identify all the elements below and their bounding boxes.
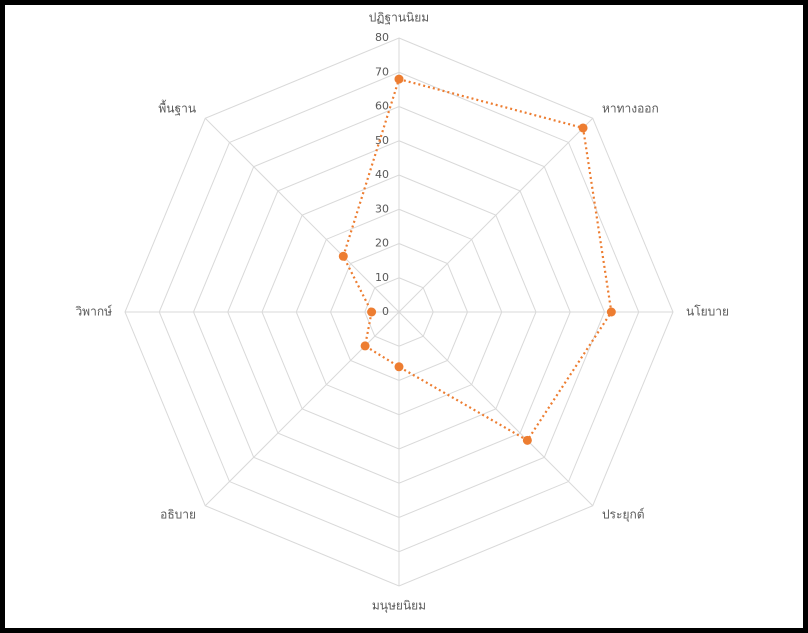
category-label: นโยบาย (686, 305, 729, 319)
r-tick-label: 30 (375, 202, 389, 215)
data-point (338, 251, 348, 261)
axis-spoke (398, 311, 594, 507)
data-point (578, 123, 588, 133)
data-point (360, 341, 370, 351)
r-tick-label: 60 (375, 100, 389, 113)
data-point (394, 74, 404, 84)
r-tick-label: 70 (375, 65, 389, 78)
r-tick-label: 50 (375, 134, 389, 147)
axis-spoke (204, 117, 400, 313)
data-point (606, 307, 616, 317)
data-point (394, 362, 404, 372)
category-label: หาทางออก (602, 102, 659, 116)
category-label: มนุษยนิยม (372, 599, 426, 614)
axis-spoke (204, 311, 400, 507)
category-label: ประยุกต์ (602, 507, 645, 522)
category-label: ปฏิฐานนิยม (369, 11, 429, 25)
category-label: พื้นฐาน (158, 100, 196, 116)
r-tick-label: 40 (375, 168, 389, 181)
data-point (522, 435, 532, 445)
r-tick-label: 10 (375, 271, 389, 284)
r-tick-label: 20 (375, 237, 389, 250)
category-label: อธิบาย (160, 507, 196, 521)
data-point (367, 307, 377, 317)
r-tick-label: 0 (382, 305, 389, 318)
r-tick-label: 80 (375, 31, 389, 44)
category-label: วิพากษ์ (75, 305, 112, 319)
axis-spoke (398, 117, 594, 313)
